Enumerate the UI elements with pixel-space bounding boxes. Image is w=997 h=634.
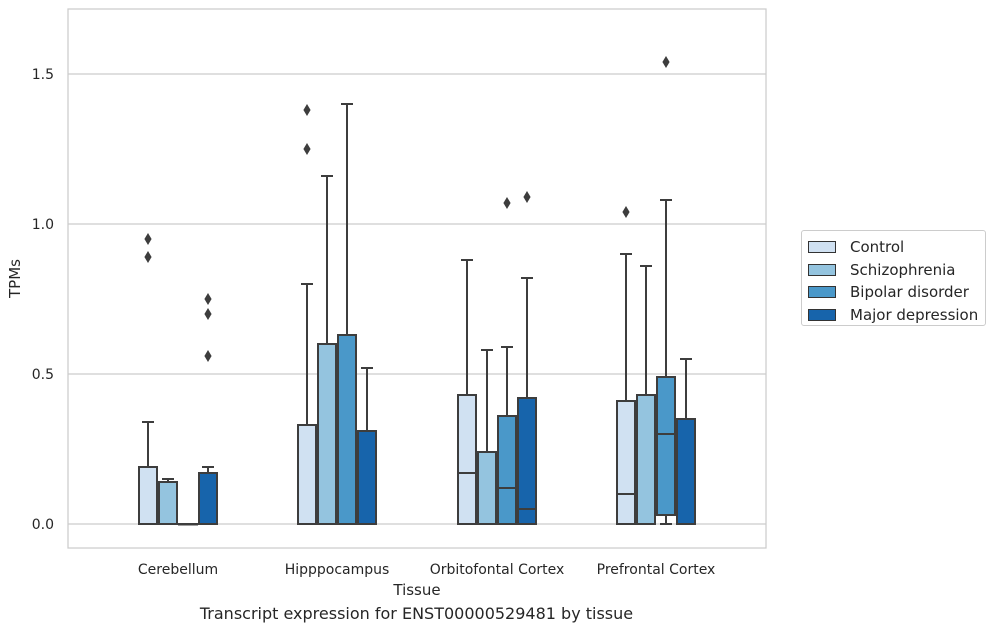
box-iqr (138, 466, 158, 525)
y-axis-label: TPMs (6, 259, 24, 299)
legend-label: Bipolar disorder (850, 283, 969, 302)
legend-swatch (808, 286, 836, 299)
box-iqr (636, 394, 656, 525)
box-iqr (158, 481, 178, 525)
outlier-point (662, 56, 670, 68)
y-tick-labels: 0.00.51.01.52.02.53.0 (32, 67, 54, 533)
box-major-depression (198, 293, 218, 525)
outlier-point (144, 233, 152, 245)
x-tick-label: Hipppocampus (285, 562, 390, 578)
outlier-point (622, 206, 630, 218)
x-tick-label: Cerebellum (138, 562, 218, 578)
box-iqr (477, 451, 497, 525)
box-schizophrenia (158, 478, 178, 525)
legend-swatch (808, 308, 836, 321)
outlier-point (144, 251, 152, 263)
outlier-point (303, 104, 311, 116)
box-control (138, 233, 158, 525)
legend-swatch (808, 263, 836, 276)
box-iqr (317, 343, 337, 525)
legend: Control Schizophrenia Bipolar disorder Majo… (801, 230, 986, 326)
outlier-point (503, 197, 511, 209)
legend-item: Schizophrenia (802, 259, 985, 282)
box-iqr (337, 334, 357, 525)
box-iqr (676, 418, 696, 525)
box-bipolar-disorder (497, 197, 517, 525)
outlier-point (204, 293, 212, 305)
box-bipolar-disorder (178, 523, 198, 526)
box-iqr (656, 376, 676, 516)
box-major-depression (357, 367, 377, 525)
legend-label: Major depression (850, 305, 979, 324)
box-major-depression (517, 191, 537, 525)
box-bipolar-disorder (337, 103, 357, 525)
box-control (297, 104, 317, 525)
y-tick-label: 1.0 (32, 217, 54, 233)
x-axis-label: Tissue (392, 581, 440, 599)
chart-title: Transcript expression for ENST0000052948… (199, 604, 634, 623)
x-tick-labels: Cerebellum Hipppocampus Orbitofontal Corte… (138, 562, 715, 578)
box-iqr (457, 394, 477, 525)
box-iqr (297, 424, 317, 525)
box-bipolar-disorder (656, 56, 676, 525)
box-iqr (357, 430, 377, 525)
plot-frame (67, 8, 767, 549)
box-layer (138, 56, 696, 526)
legend-item: Control (802, 236, 985, 259)
box-schizophrenia (477, 349, 497, 525)
box-schizophrenia (636, 265, 656, 525)
legend-swatch (808, 241, 836, 254)
outlier-point (523, 191, 531, 203)
legend-label: Control (850, 238, 905, 257)
x-tick-label: Orbitofontal Cortex (430, 562, 565, 578)
box-major-depression (676, 358, 696, 525)
outlier-point (303, 143, 311, 155)
legend-item: Bipolar disorder (802, 281, 985, 304)
legend-label: Schizophrenia (850, 260, 956, 279)
box-iqr (616, 400, 636, 525)
outlier-point (204, 308, 212, 320)
box-control (457, 259, 477, 525)
box-iqr (517, 397, 537, 525)
box-control (616, 206, 636, 525)
outlier-point (204, 350, 212, 362)
y-tick-label: 0.0 (32, 517, 54, 533)
y-tick-label: 0.5 (32, 367, 54, 383)
box-iqr (198, 472, 218, 525)
box-schizophrenia (317, 175, 337, 525)
box-iqr (497, 415, 517, 525)
legend-item: Major depression (802, 304, 985, 327)
y-tick-label: 1.5 (32, 67, 54, 83)
x-tick-label: Prefrontal Cortex (597, 562, 716, 578)
